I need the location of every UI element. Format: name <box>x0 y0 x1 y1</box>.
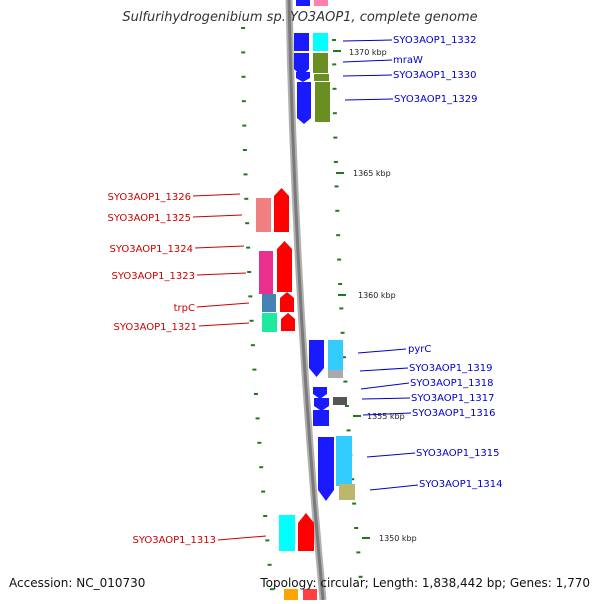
gene-feature[interactable] <box>262 313 277 332</box>
gene-feature[interactable] <box>333 397 347 405</box>
gene-feature[interactable] <box>284 589 298 600</box>
gene-arrow[interactable] <box>314 398 329 411</box>
gene-feature[interactable] <box>313 53 328 73</box>
gene-labels-forward: SYO3AOP1_1332 mraW SYO3AOP1_1330 SYO3AOP… <box>393 35 503 490</box>
gene-label[interactable]: SYO3AOP1_1323 <box>111 271 195 282</box>
gene-label[interactable]: SYO3AOP1_1315 <box>416 448 500 459</box>
gene-label[interactable]: SYO3AOP1_1313 <box>132 535 216 546</box>
gene-arrow[interactable] <box>280 292 294 312</box>
gene-feature[interactable] <box>313 33 328 51</box>
scale-label-1360: 1360 kbp <box>358 291 396 300</box>
gene-feature[interactable] <box>313 410 329 426</box>
gene-arrow[interactable] <box>309 340 324 377</box>
gene-label[interactable]: SYO3AOP1_1321 <box>113 322 197 333</box>
gene-feature[interactable] <box>262 294 276 312</box>
tick-marks <box>241 27 363 591</box>
gene-label[interactable]: SYO3AOP1_1326 <box>107 192 191 203</box>
gene-arrow[interactable] <box>281 313 295 331</box>
gene-label[interactable]: SYO3AOP1_1317 <box>411 393 495 404</box>
gene-label[interactable]: SYO3AOP1_1330 <box>393 70 477 81</box>
reverse-strand-features[interactable] <box>256 188 317 600</box>
gene-arrow[interactable] <box>294 53 309 76</box>
top-partial-features <box>296 0 328 6</box>
scale-label-1365: 1365 kbp <box>353 169 391 178</box>
gene-arrow[interactable] <box>296 72 310 82</box>
gene-labels-reverse: SYO3AOP1_1326 SYO3AOP1_1325 SYO3AOP1_132… <box>107 192 216 546</box>
scale-label-1350: 1350 kbp <box>379 534 417 543</box>
scale-labels: 1370 kbp 1365 kbp 1360 kbp 1355 kbp 1350… <box>333 48 417 543</box>
gene-label[interactable]: SYO3AOP1_1332 <box>393 35 477 46</box>
label-leaders <box>192 39 419 541</box>
gene-feature[interactable] <box>259 251 273 294</box>
gene-label[interactable]: SYO3AOP1_1314 <box>419 479 503 490</box>
gene-feature[interactable] <box>314 74 329 81</box>
gene-label[interactable]: SYO3AOP1_1324 <box>109 244 193 255</box>
gene-feature[interactable] <box>294 33 309 51</box>
gene-feature[interactable] <box>328 340 343 370</box>
gene-feature[interactable] <box>303 589 317 600</box>
forward-strand-features[interactable] <box>294 33 355 501</box>
gene-feature[interactable] <box>256 198 271 232</box>
gene-label[interactable]: SYO3AOP1_1318 <box>410 378 494 389</box>
accession-label: Accession: NC_010730 <box>9 576 146 590</box>
genome-backbone-core <box>287 0 325 601</box>
gene-feature[interactable] <box>279 515 295 551</box>
gene-feature[interactable] <box>336 436 352 486</box>
gene-feature[interactable] <box>315 82 330 122</box>
gene-arrow[interactable] <box>298 513 314 551</box>
gene-label[interactable]: SYO3AOP1_1316 <box>412 408 496 419</box>
scale-label-1370: 1370 kbp <box>349 48 387 57</box>
gene-feature[interactable] <box>339 484 355 500</box>
gene-label[interactable]: pyrC <box>408 344 431 355</box>
scale-label-1355: 1355 kbp <box>367 412 405 421</box>
genome-title: Sulfurihydrogenibium sp. YO3AOP1, comple… <box>122 10 478 25</box>
gene-label[interactable]: SYO3AOP1_1329 <box>394 94 478 105</box>
gene-arrow[interactable] <box>318 437 334 501</box>
gene-arrow[interactable] <box>297 82 311 124</box>
gene-label[interactable]: trpC <box>174 303 195 314</box>
gene-arrow[interactable] <box>313 387 327 399</box>
gene-arrow[interactable] <box>277 241 292 292</box>
gene-label[interactable]: SYO3AOP1_1319 <box>409 363 493 374</box>
gene-feature[interactable] <box>328 370 343 378</box>
gene-arrow[interactable] <box>274 188 289 232</box>
gene-label[interactable]: mraW <box>393 55 423 66</box>
gene-label[interactable]: SYO3AOP1_1325 <box>107 213 191 224</box>
topology-label: Topology: circular; Length: 1,838,442 bp… <box>260 576 590 590</box>
